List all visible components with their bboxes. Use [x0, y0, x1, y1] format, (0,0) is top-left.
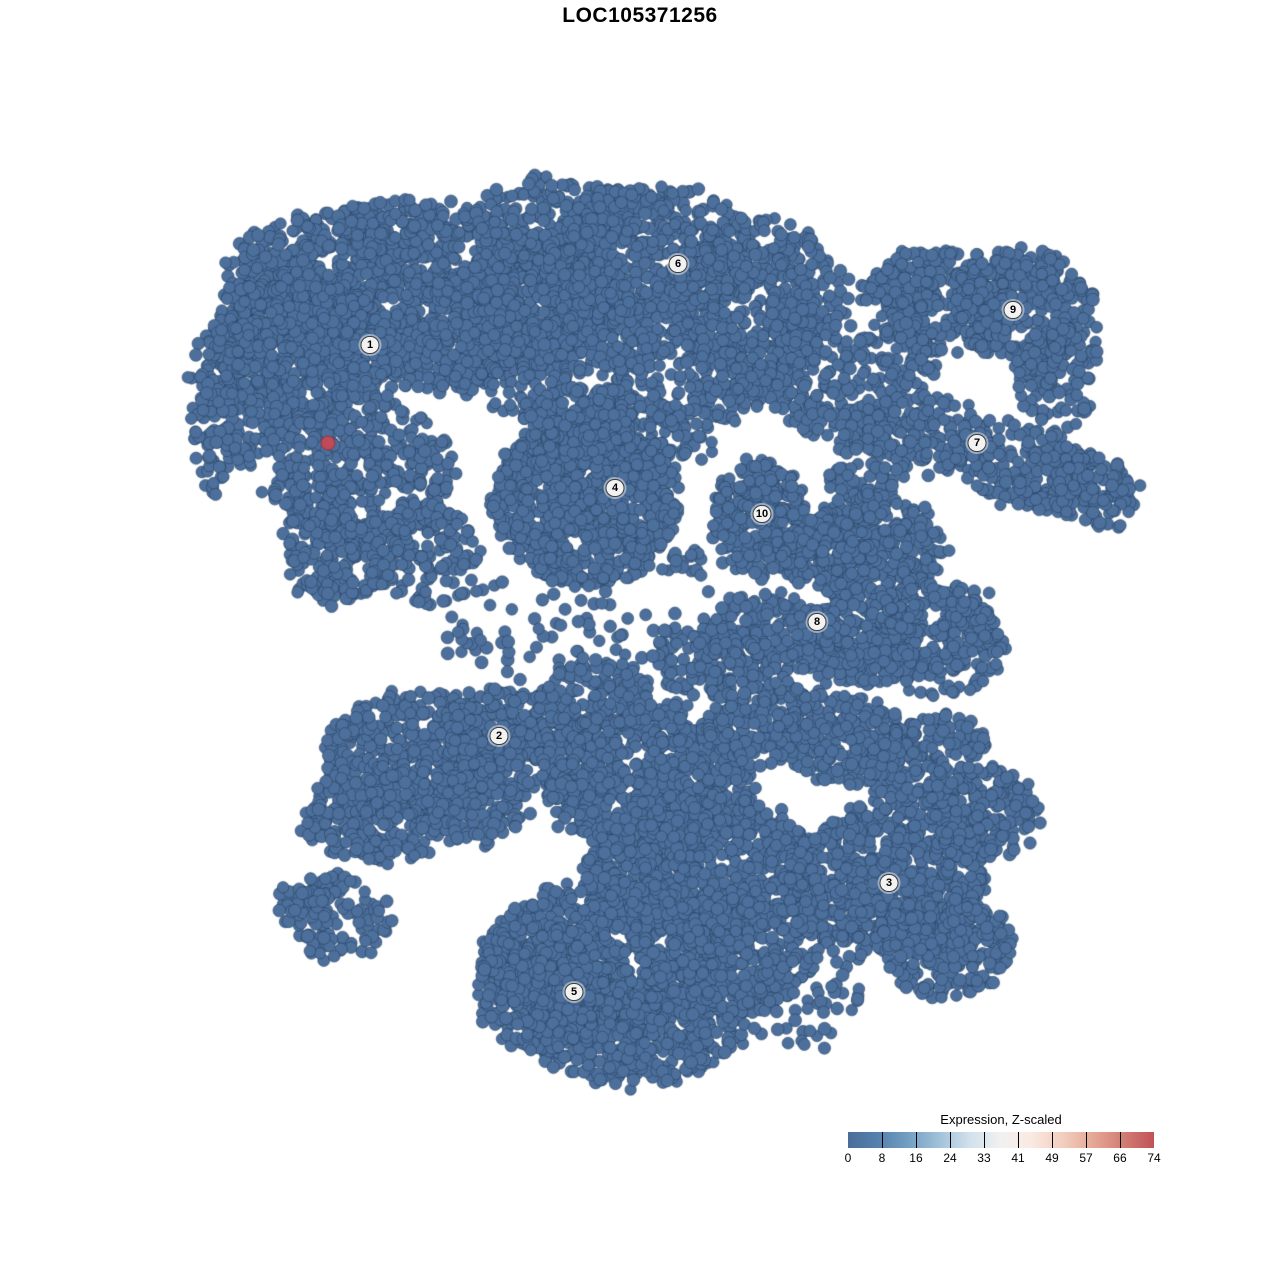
- cluster-label-9: 9: [1003, 301, 1023, 319]
- legend-tick-label: 16: [909, 1151, 923, 1165]
- legend-tick-line: [1119, 1132, 1121, 1148]
- legend-colorbar: [848, 1132, 1154, 1148]
- legend-title: Expression, Z-scaled: [940, 1112, 1062, 1127]
- legend-tick-label: 41: [1011, 1151, 1025, 1165]
- legend-tick-line: [1052, 1132, 1053, 1148]
- legend-tick-label: 24: [943, 1151, 957, 1165]
- cluster-label-5: 5: [564, 983, 584, 1001]
- cluster-label-10: 10: [752, 505, 772, 523]
- legend-tick-label: 74: [1147, 1151, 1161, 1165]
- legend-tick-line: [881, 1132, 883, 1148]
- cluster-label-8: 8: [807, 613, 827, 631]
- legend-tick-line: [983, 1132, 985, 1148]
- legend-tick-line: [1018, 1132, 1019, 1148]
- cluster-label-1: 1: [360, 336, 380, 354]
- legend-tick-label: 33: [977, 1151, 991, 1165]
- legend-tick-label: 8: [878, 1151, 886, 1165]
- legend-tick-line: [915, 1132, 917, 1148]
- cluster-label-3: 3: [879, 874, 899, 892]
- legend-tick-line: [950, 1132, 951, 1148]
- legend-tick-label: 49: [1045, 1151, 1059, 1165]
- legend-tick-label: 57: [1079, 1151, 1093, 1165]
- cluster-label-6: 6: [668, 255, 688, 273]
- legend-tick-line: [1086, 1132, 1087, 1148]
- expression-legend: Expression, Z-scaled 0 8 16 24 33 41 49 57 66 74: [844, 1112, 1161, 1167]
- cluster-label-2: 2: [489, 727, 509, 745]
- cluster-label-4: 4: [605, 479, 625, 497]
- cluster-label-7: 7: [967, 434, 987, 452]
- legend-tick-labels: 0 8 16 24 33 41 49 57 66 74: [844, 1151, 1161, 1167]
- legend-tick-label: 66: [1113, 1151, 1127, 1165]
- legend-tick-label: 0: [844, 1151, 852, 1165]
- plot-title: LOC105371256: [562, 4, 718, 27]
